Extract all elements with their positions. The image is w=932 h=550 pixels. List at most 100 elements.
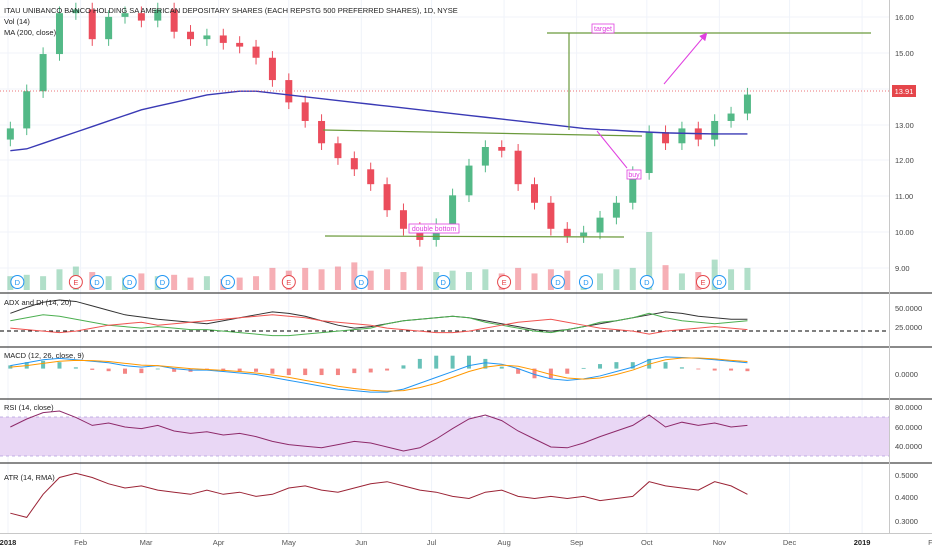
volume-bar	[678, 273, 685, 290]
dividend-marker[interactable]	[10, 275, 25, 289]
buy-pointer-line	[596, 130, 628, 169]
candle-body	[301, 102, 309, 121]
dividend-marker[interactable]	[354, 275, 369, 289]
rsi-tick: 80.0000	[895, 403, 922, 412]
volume-bar	[236, 277, 243, 290]
candle-body	[481, 147, 489, 166]
candle-body	[170, 9, 178, 32]
macd-line[interactable]	[10, 356, 748, 393]
macd-histogram-bar	[434, 355, 439, 369]
breakout-arrow[interactable]	[663, 32, 708, 85]
macd-signal-line[interactable]	[10, 357, 748, 392]
double-bottom-neckline[interactable]	[322, 129, 643, 137]
candle-body	[399, 210, 407, 229]
macd-histogram-bar	[368, 368, 373, 373]
volume-bar	[384, 269, 391, 290]
axis-layer: 16.00 15.00 13.00 12.00 11.00 10.00 9.00…	[889, 0, 922, 533]
ma-label: MA (200, close)	[4, 28, 57, 37]
macd-histogram-bar	[155, 368, 160, 370]
volume-bar	[269, 267, 276, 290]
dividend-marker[interactable]	[436, 275, 451, 289]
dividend-marker[interactable]	[122, 275, 137, 289]
earnings-marker[interactable]	[281, 275, 296, 289]
double-bottom-support-line[interactable]	[324, 235, 625, 238]
last-price-tag	[892, 85, 916, 97]
volume-bar	[597, 273, 604, 290]
earnings-marker[interactable]	[695, 275, 710, 289]
candle-body	[367, 169, 375, 185]
earnings-marker-label: E	[502, 278, 507, 287]
candle-body	[72, 9, 80, 14]
candle-body	[318, 120, 326, 144]
ma-200-line[interactable]	[10, 90, 748, 152]
price-tick: 12.00	[895, 156, 914, 165]
rsi-line[interactable]	[10, 410, 748, 452]
rsi-tick: 40.0000	[895, 442, 922, 451]
dividend-marker[interactable]	[89, 275, 104, 289]
dividend-marker[interactable]	[712, 275, 727, 289]
adx-tick: 50.0000	[895, 304, 922, 313]
earnings-marker-label: E	[286, 278, 291, 287]
grid-layer	[0, 0, 889, 533]
rsi-tick: 60.0000	[895, 423, 922, 432]
volume-bar	[564, 270, 571, 290]
buy-label-box	[626, 169, 642, 180]
volume-bar	[711, 259, 718, 290]
candle-body	[350, 158, 358, 170]
time-label: Mar	[140, 538, 153, 547]
dividend-marker-label: D	[583, 278, 589, 287]
volume-bar	[646, 232, 653, 290]
volume-bar	[613, 269, 620, 290]
volume-bar	[400, 272, 407, 290]
candle-body	[645, 132, 653, 174]
indicator-layer	[0, 330, 889, 457]
volume-bar	[138, 273, 145, 290]
candle-body	[662, 132, 670, 144]
time-label: Aug	[497, 538, 510, 547]
candle-body	[105, 16, 113, 40]
candle-body	[137, 13, 145, 21]
macd-histogram-bar	[237, 368, 242, 372]
dividend-marker[interactable]	[639, 275, 654, 289]
dividend-marker[interactable]	[578, 275, 593, 289]
candle-body	[154, 9, 162, 21]
candle-body	[219, 35, 227, 43]
candle-body	[580, 232, 588, 237]
dividend-marker[interactable]	[155, 275, 170, 289]
price-tick: 9.00	[895, 264, 910, 273]
dividend-marker[interactable]	[220, 275, 235, 289]
di-minus-line[interactable]	[10, 314, 748, 335]
macd-histogram-bar	[106, 368, 111, 372]
candle-body	[727, 113, 735, 121]
macd-histogram-bar	[417, 358, 422, 369]
macd-histogram-bar	[483, 358, 488, 369]
volume-bar	[547, 269, 554, 290]
time-label: Nov	[713, 538, 727, 547]
candle-body	[268, 57, 276, 81]
dividend-marker[interactable]	[550, 275, 565, 289]
candle-body	[187, 31, 195, 40]
macd-histogram-bar	[532, 368, 537, 379]
candle-body	[514, 150, 522, 185]
candle-body	[416, 228, 424, 240]
candle-body	[88, 9, 96, 40]
di-plus-line[interactable]	[10, 312, 748, 337]
double-bottom-label: double bottom	[412, 226, 457, 233]
time-label: Jul	[427, 538, 437, 547]
event-layer: DEDDDDEDDEDDDEDE	[10, 275, 727, 289]
macd-histogram-bar	[516, 368, 521, 374]
macd-histogram-bar	[139, 368, 144, 374]
time-axis: 2018 Feb Mar Apr May Jun Jul Aug Sep Oct Nov Dec 201…	[0, 533, 932, 547]
macd-histogram-bar	[385, 368, 390, 371]
candle-body	[334, 143, 342, 159]
macd-histogram-bar	[466, 355, 471, 369]
candle-body	[203, 35, 211, 40]
earnings-marker[interactable]	[68, 275, 83, 289]
candle-body	[743, 94, 751, 114]
time-label: Sep	[570, 538, 583, 547]
time-label: Oct	[641, 538, 654, 547]
earnings-marker[interactable]	[497, 275, 512, 289]
macd-histogram-bar	[57, 362, 62, 369]
atr-line[interactable]	[10, 472, 748, 518]
